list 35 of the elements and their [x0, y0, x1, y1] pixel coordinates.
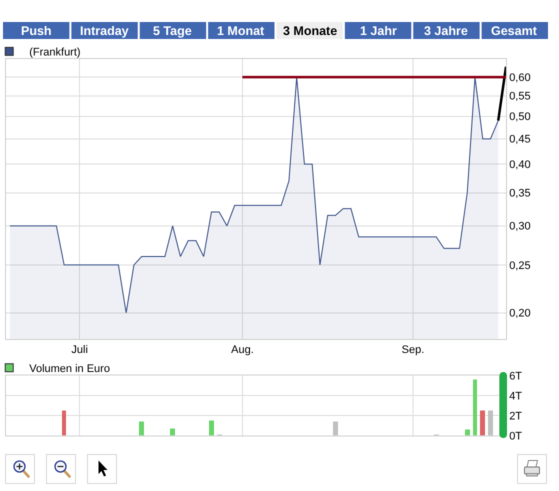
bar: [488, 410, 493, 436]
bar: [480, 410, 485, 436]
category-label: 3 Jahre: [424, 24, 468, 38]
bar: [170, 428, 175, 436]
y-tick-label: 0,35: [509, 188, 531, 200]
bar: [465, 429, 470, 436]
y-tick-label: 2T: [509, 410, 522, 422]
category-label: Gesamt: [491, 24, 538, 38]
bar: [333, 421, 338, 436]
y-tick-label: 4T: [509, 390, 522, 402]
category-label: Intraday: [80, 24, 129, 38]
bar: [62, 410, 66, 436]
category-label: 5 Tage: [153, 24, 192, 38]
x-tick-label: Sep.: [402, 344, 424, 356]
x-tick-label: Juli: [71, 344, 88, 356]
category-label: Push: [21, 24, 52, 38]
bar: [209, 420, 214, 436]
y-tick-label: 0,25: [509, 260, 531, 272]
legend-label: (Frankfurt): [29, 46, 81, 59]
y-tick-label: 0,55: [509, 90, 531, 103]
category-label: 1 Monat: [217, 24, 266, 38]
y-tick-label: 0,45: [509, 134, 531, 146]
legend-label: Volumen in Euro: [29, 363, 110, 376]
y-tick-label: 6T: [509, 370, 522, 382]
y-tick-label: 0,40: [509, 158, 531, 171]
y-tick-label: 0,60: [509, 72, 531, 84]
category-label: 3 Monate: [283, 24, 338, 38]
bar: [473, 379, 477, 436]
y-tick-label: 0,50: [509, 111, 531, 124]
y-tick-label: 0,30: [509, 220, 531, 233]
bar: [139, 421, 144, 436]
x-tick-label: Aug.: [231, 344, 254, 356]
category-label: 1 Jahr: [360, 24, 397, 38]
y-tick-label: 0,20: [509, 308, 531, 320]
y-tick-label: 0T: [509, 430, 522, 442]
